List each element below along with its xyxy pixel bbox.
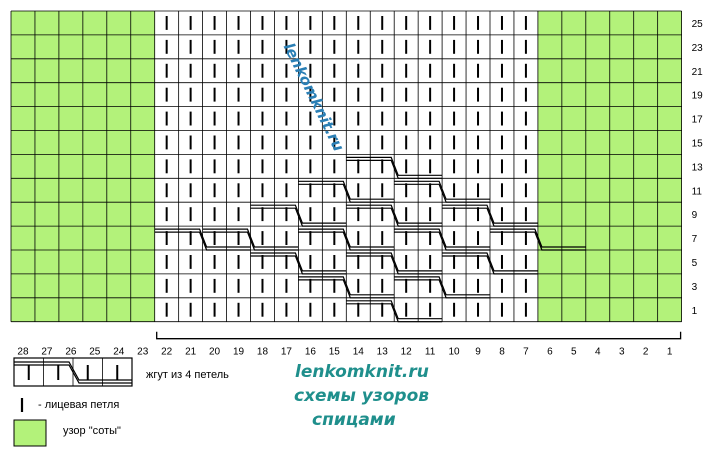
row-number: 1 <box>692 306 698 317</box>
honeycomb-cell-column <box>657 11 682 322</box>
column-number: 1 <box>667 347 673 358</box>
cable-crossing <box>250 255 347 275</box>
cable-crossing <box>154 228 251 248</box>
column-number: 26 <box>65 347 77 358</box>
cable-crossing <box>490 228 586 248</box>
cable-crossing <box>346 207 443 227</box>
cable-crossing <box>442 207 538 227</box>
legend-cable-label: жгут из 4 петель <box>146 369 229 381</box>
brand-site: lenkomknit.ru <box>295 362 429 382</box>
row-number: 9 <box>692 210 698 221</box>
cable-crossing <box>346 303 443 323</box>
cable-crossing <box>250 204 347 224</box>
column-number: 12 <box>401 347 413 358</box>
column-number: 3 <box>619 347 625 358</box>
column-number: 14 <box>353 347 365 358</box>
cable-crossing <box>346 159 443 179</box>
row-number: 13 <box>692 162 704 173</box>
row-number: 15 <box>692 138 704 149</box>
honeycomb-cell-column <box>11 11 35 322</box>
cable-crossing <box>298 276 395 296</box>
honeycomb-cell-column <box>585 11 610 322</box>
legend-cable-line <box>14 361 132 381</box>
honeycomb-cell-column <box>633 11 658 322</box>
cable-crossing <box>298 228 395 248</box>
honeycomb-cell-column <box>34 11 59 322</box>
column-number: 16 <box>305 347 317 358</box>
column-number: 13 <box>377 347 389 358</box>
column-number: 19 <box>233 347 245 358</box>
cable-crossing <box>202 228 299 248</box>
column-number: 15 <box>329 347 341 358</box>
row-number: 25 <box>692 19 704 30</box>
row-number: 21 <box>692 67 704 78</box>
honeycomb-cell-column <box>609 11 634 322</box>
cable-crossing <box>298 279 395 299</box>
cable-crossing <box>346 252 443 272</box>
cable-crossing <box>394 276 490 296</box>
column-number: 18 <box>257 347 269 358</box>
honeycomb-cell-column <box>130 11 155 322</box>
honeycomb-cell-column <box>58 11 83 322</box>
cable-crossing <box>490 231 586 251</box>
legend-honeycomb-label: узор "соты" <box>63 425 121 437</box>
row-number: 17 <box>692 115 704 126</box>
honeycomb-cell-column <box>106 11 131 322</box>
cable-crossing <box>394 228 490 248</box>
column-number: 17 <box>281 347 293 358</box>
cable-crossing <box>442 255 538 275</box>
cable-crossing <box>298 180 395 200</box>
column-number: 22 <box>161 347 173 358</box>
column-number: 5 <box>571 347 577 358</box>
cable-crossing <box>154 231 251 251</box>
column-number: 2 <box>643 347 649 358</box>
column-number: 6 <box>547 347 553 358</box>
cable-crossing <box>394 279 490 299</box>
cable-crossing <box>346 156 443 176</box>
column-number: 10 <box>449 347 461 358</box>
cable-crossing <box>394 180 490 200</box>
column-number: 9 <box>475 347 481 358</box>
legend-honeycomb-icon <box>13 419 47 447</box>
honeycomb-cell-column <box>561 11 586 322</box>
cable-crossing <box>346 255 443 275</box>
column-number: 23 <box>137 347 149 358</box>
column-number: 8 <box>499 347 505 358</box>
honeycomb-cell-column <box>82 11 107 322</box>
cable-crossing <box>442 252 538 272</box>
row-number: 5 <box>692 258 698 269</box>
cable-crossing <box>298 183 395 203</box>
row-number: 11 <box>692 186 703 197</box>
row-number: 3 <box>692 282 698 293</box>
column-number: 24 <box>113 347 125 358</box>
cable-crossing <box>202 231 299 251</box>
repeat-bracket <box>156 331 682 340</box>
column-number: 28 <box>17 347 29 358</box>
legend-knit-label: - лицевая петля <box>38 399 120 411</box>
column-number: 20 <box>209 347 221 358</box>
honeycomb-cell-column <box>537 11 562 322</box>
row-number: 19 <box>692 91 704 102</box>
cable-crossing <box>250 252 347 272</box>
column-number: 11 <box>425 347 436 358</box>
column-number: 25 <box>89 347 101 358</box>
column-number: 7 <box>523 347 529 358</box>
brand-line2: схемы узоров <box>294 386 430 406</box>
brand-line3: спицами <box>312 410 396 430</box>
cable-crossing <box>394 183 490 203</box>
row-number: 7 <box>692 234 698 245</box>
cable-crossing <box>250 207 347 227</box>
cable-crossing <box>394 231 490 251</box>
column-number: 27 <box>41 347 53 358</box>
row-number: 23 <box>692 43 704 54</box>
legend-cable-line <box>14 364 132 384</box>
cable-crossing <box>442 204 538 224</box>
column-number: 21 <box>185 347 197 358</box>
cable-crossing <box>298 231 395 251</box>
cable-crossing <box>346 204 443 224</box>
column-number: 4 <box>595 347 601 358</box>
cable-crossing <box>346 300 443 320</box>
